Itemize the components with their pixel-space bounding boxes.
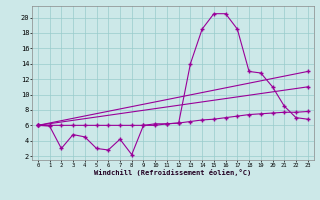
X-axis label: Windchill (Refroidissement éolien,°C): Windchill (Refroidissement éolien,°C) [94,169,252,176]
